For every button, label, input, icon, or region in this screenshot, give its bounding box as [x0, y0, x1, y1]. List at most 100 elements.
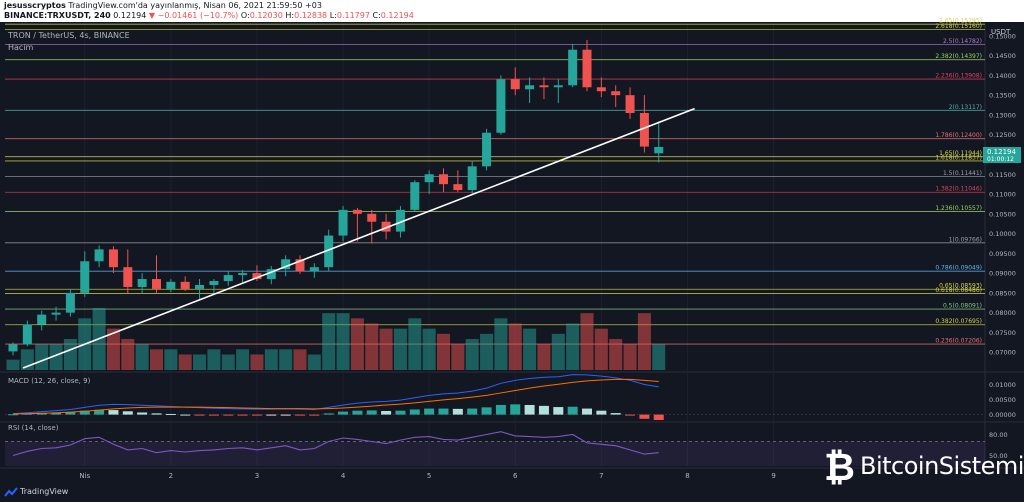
candle-body [381, 221, 391, 232]
volume-bar [494, 318, 508, 370]
candle-body [625, 95, 635, 113]
fib-level-label: 2.65(0.15295) [939, 18, 982, 25]
fib-level-label: 1.786(0.12400) [935, 132, 982, 139]
header-line-1: jesusscryptos TradingView.com'da yayınla… [4, 1, 322, 11]
x-tick-label: 6 [513, 472, 518, 480]
macd-tick-label: 0.01000 [989, 381, 1016, 389]
macd-histogram-bar [352, 410, 363, 415]
volume-bar [465, 339, 479, 370]
candle-body [453, 184, 463, 191]
volume-bar [236, 349, 250, 370]
close-label: C: [372, 11, 381, 20]
fib-level-label: 0.618(0.08486) [935, 287, 982, 294]
macd-histogram-bar [108, 410, 119, 415]
macd-legend: MACD (12, 26, close, 9) [8, 377, 91, 385]
candle-body [295, 259, 305, 272]
volume-bar [164, 349, 178, 370]
volume-bar [106, 328, 120, 370]
open-label: O: [240, 11, 250, 20]
candle-body [80, 261, 90, 293]
y-tick-label: 0.13000 [989, 111, 1016, 119]
x-tick-label: 4 [341, 472, 346, 480]
price-change: −0.01461 (−10.7%) [157, 11, 239, 20]
candle-body [309, 267, 319, 272]
current-price-value: 0.12194 [987, 148, 1016, 156]
bar-countdown: 01:00:12 [987, 156, 1014, 163]
author-name[interactable]: jesusscryptos [4, 1, 66, 10]
fib-level-label: 2.382(0.14397) [935, 53, 982, 60]
site-watermark: ₿ BitcoinSistemi [818, 444, 1024, 494]
grid-lines [0, 24, 1024, 469]
macd-histogram-bar [295, 414, 305, 416]
macd-histogram-bar [151, 413, 162, 415]
fibonacci-levels: 2.65(0.15295)2.618(0.15160) 2.5(0.14782) 2… [5, 18, 985, 345]
candle-body [510, 79, 520, 90]
volume-bar [537, 344, 551, 370]
candle-body [410, 182, 420, 210]
candle-body [152, 279, 161, 289]
y-tick-label: 0.10500 [989, 210, 1016, 218]
volume-bar [652, 344, 666, 370]
macd-histogram-bar [524, 404, 535, 415]
tradingview-brand[interactable]: TradingView [20, 487, 69, 496]
macd-histogram-bar [481, 407, 492, 415]
high-value: 0.12838 [294, 11, 328, 20]
fib-level-label: 1(0.09766) [949, 236, 982, 243]
candle-body [553, 85, 563, 88]
volume-bar [408, 318, 422, 370]
volume-bar [637, 313, 651, 370]
candle-body [539, 85, 549, 88]
fib-level-label: 0.236(0.07206) [935, 338, 982, 345]
y-tick-label: 0.15000 [989, 32, 1016, 40]
volume-bar [336, 313, 350, 370]
macd-histogram-bar [323, 413, 334, 415]
candle-body [324, 235, 334, 268]
candlestick-series [8, 39, 664, 356]
candle-body [209, 281, 219, 285]
macd-histogram-bar [653, 414, 664, 420]
header-bar: jesusscryptos TradingView.com'da yayınla… [0, 0, 1024, 22]
fib-level-label: 0.786(0.09049) [935, 265, 982, 272]
fib-level-label: 1.236(0.10557) [935, 205, 982, 212]
footer: TradingView [0, 484, 1024, 502]
macd-histogram-bar [194, 414, 205, 416]
candle-body [37, 314, 47, 325]
volume-bar [250, 354, 264, 370]
macd-histogram-bar [94, 409, 105, 415]
macd-histogram-bar [424, 408, 435, 415]
volume-bar [379, 328, 393, 370]
candle-body [568, 49, 578, 86]
pair-legend: TRON / TetherUS, 4s, BINANCE [7, 31, 130, 40]
volume-bar [178, 354, 192, 370]
candle-body [266, 269, 276, 280]
candle-body [611, 91, 621, 96]
volume-bar [508, 323, 522, 370]
volume-bar [193, 354, 207, 370]
volume-bar [121, 339, 135, 370]
macd-histogram-bar [381, 410, 392, 415]
macd-histogram-bar [266, 414, 277, 416]
y-tick-label: 0.11000 [989, 191, 1016, 199]
volume-bar [322, 313, 336, 370]
x-tick-label: 3 [255, 472, 259, 480]
candle-body [496, 79, 506, 133]
x-tick-label: 7 [599, 472, 603, 480]
rsi-pane [5, 431, 985, 466]
y-tick-label: 0.11500 [989, 171, 1016, 179]
rsi-band [5, 441, 985, 466]
x-tick-label: Nis [79, 472, 90, 480]
candle-body [166, 281, 176, 289]
candle-body [8, 344, 18, 352]
macd-histogram-bar [79, 410, 90, 415]
volume-bar [63, 339, 77, 370]
candle-body [223, 275, 233, 282]
y-tick-label: 0.12500 [989, 131, 1016, 139]
macd-histogram-bar [280, 414, 291, 416]
volume-bar [6, 359, 20, 370]
y-tick-label: 0.07000 [989, 349, 1016, 357]
candle-body [395, 209, 405, 232]
x-tick-label: 8 [685, 472, 689, 480]
macd-histogram-bar [51, 412, 62, 415]
